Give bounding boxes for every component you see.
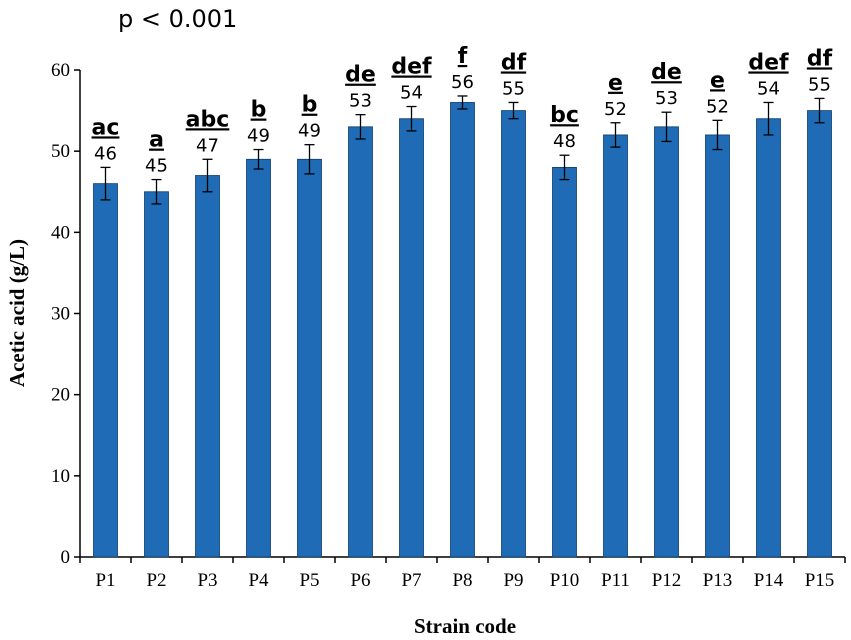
data-label: 53 xyxy=(349,91,372,112)
bar xyxy=(144,191,169,558)
significance-letter: e xyxy=(710,68,725,93)
data-label: 52 xyxy=(706,96,729,117)
x-tick-label: P14 xyxy=(754,570,784,591)
significance-letter: de xyxy=(651,60,682,85)
significance-letter: df xyxy=(807,46,833,71)
data-label: 54 xyxy=(757,78,780,99)
x-tick-label: P13 xyxy=(703,570,733,591)
bar xyxy=(654,126,679,558)
bar xyxy=(348,126,373,558)
bar xyxy=(450,102,475,558)
x-tick-label: P1 xyxy=(95,570,115,591)
significance-letter: b xyxy=(302,93,318,118)
bars: 46 ac 45 a 47 abc 49 b 49 b 53 de 54 def 56 f 55 df 48 bc 52… xyxy=(92,44,833,558)
y-tick-label: 0 xyxy=(61,547,71,568)
significance-letter: e xyxy=(608,71,623,96)
bar xyxy=(399,118,424,558)
bar xyxy=(552,166,577,558)
data-label: 53 xyxy=(655,88,678,109)
x-tick-label: P10 xyxy=(550,570,580,591)
x-tick-label: P5 xyxy=(299,570,319,591)
x-tick-label: P3 xyxy=(197,570,217,591)
y-axis-title: Acetic acid (g/L) xyxy=(5,239,29,387)
y-tick-label: 60 xyxy=(51,60,70,81)
data-label: 52 xyxy=(604,99,627,120)
data-label: 54 xyxy=(400,83,423,104)
x-tick-label: P7 xyxy=(401,570,421,591)
significance-letter: abc xyxy=(186,107,230,132)
bar xyxy=(246,158,271,558)
bar xyxy=(195,175,220,558)
data-label: 55 xyxy=(502,78,525,99)
x-axis-title: Strain code xyxy=(414,614,516,638)
data-label: 47 xyxy=(196,135,219,156)
data-label: 56 xyxy=(451,72,474,93)
x-tick-label: P2 xyxy=(146,570,166,591)
bar xyxy=(93,183,118,558)
y-tick-label: 40 xyxy=(51,222,70,243)
significance-letter: df xyxy=(501,50,527,75)
y-tick-label: 20 xyxy=(51,385,70,406)
data-label: 45 xyxy=(145,156,168,177)
data-label: 46 xyxy=(94,143,117,164)
bar xyxy=(603,134,628,558)
bar xyxy=(807,110,832,558)
p-value-annotation: p < 0.001 xyxy=(118,5,237,33)
y-axis: 0 10 20 30 40 50 60 xyxy=(51,60,81,568)
significance-letter: b xyxy=(251,98,267,123)
significance-letter: bc xyxy=(550,103,579,128)
bar xyxy=(501,110,526,558)
y-tick-label: 50 xyxy=(51,141,70,162)
x-tick-label: P12 xyxy=(652,570,682,591)
x-tick-label: P4 xyxy=(248,570,269,591)
x-axis: P1 P2 P3 P4 P5 P6 P7 P8 P9 P10 P11 P12 P13 P14 P15 xyxy=(79,556,846,591)
x-tick-label: P11 xyxy=(601,570,630,591)
y-tick-label: 10 xyxy=(51,466,70,487)
bar xyxy=(756,118,781,558)
bar xyxy=(297,158,322,558)
x-tick-label: P6 xyxy=(350,570,370,591)
significance-letter: a xyxy=(149,128,164,153)
data-label: 49 xyxy=(298,121,321,142)
significance-letter: f xyxy=(458,44,468,69)
significance-letter: de xyxy=(345,63,376,88)
significance-letter: def xyxy=(391,55,432,80)
data-label: 55 xyxy=(808,74,831,95)
bar xyxy=(705,134,730,558)
data-label: 48 xyxy=(553,131,576,152)
x-tick-label: P9 xyxy=(503,570,523,591)
x-tick-label: P8 xyxy=(452,570,472,591)
y-tick-label: 30 xyxy=(51,304,70,325)
x-tick-label: P15 xyxy=(805,570,835,591)
significance-letter: def xyxy=(748,50,789,75)
data-label: 49 xyxy=(247,126,270,147)
significance-letter: ac xyxy=(92,115,120,140)
